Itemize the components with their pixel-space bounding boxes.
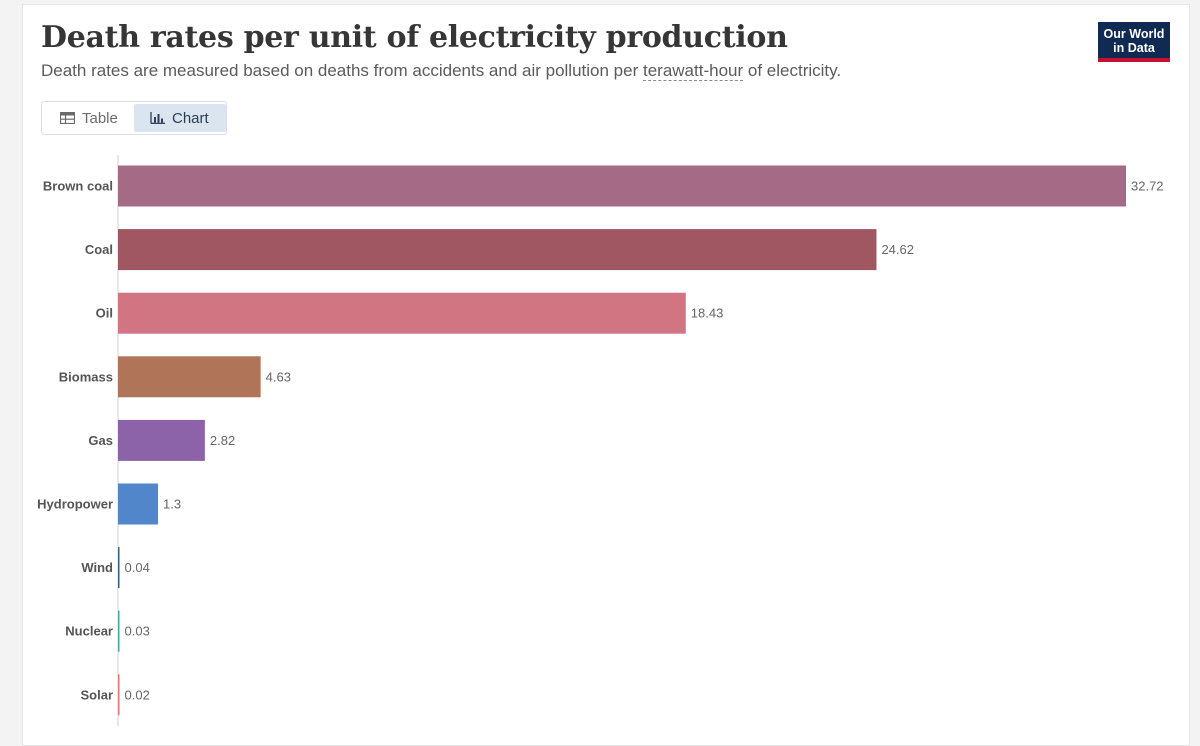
bar-wind[interactable]	[118, 547, 120, 589]
value-label: 32.72	[1131, 179, 1164, 194]
category-label: Nuclear	[65, 624, 113, 639]
chart-subtitle: Death rates are measured based on deaths…	[41, 61, 841, 81]
bar-biomass[interactable]	[118, 356, 261, 398]
value-label: 1.3	[163, 497, 181, 512]
value-label: 0.04	[125, 560, 150, 575]
value-label: 0.03	[125, 624, 150, 639]
bar-brown-coal[interactable]	[118, 165, 1126, 207]
logo-line-2: in Data	[1113, 41, 1155, 55]
bar-gas[interactable]	[118, 419, 205, 461]
tab-chart[interactable]: Chart	[134, 104, 226, 132]
bar-solar[interactable]	[118, 674, 120, 716]
category-label: Hydropower	[37, 497, 113, 512]
subtitle-text-start: Death rates are measured based on deaths…	[41, 61, 639, 80]
bar-coal[interactable]	[118, 229, 877, 271]
bar-hydropower[interactable]	[118, 483, 159, 525]
category-label: Gas	[88, 433, 113, 448]
bar-nuclear[interactable]	[118, 610, 120, 652]
bar-oil[interactable]	[118, 292, 686, 334]
value-label: 18.43	[691, 306, 724, 321]
tab-table[interactable]: Table	[60, 104, 118, 132]
value-label: 0.02	[125, 687, 150, 702]
category-label: Brown coal	[43, 179, 113, 194]
page-title: Death rates per unit of electricity prod…	[41, 20, 788, 55]
category-label: Biomass	[59, 369, 113, 384]
terawatt-hour-definition-link[interactable]: terawatt-hour	[642, 61, 744, 81]
bar-chart-icon	[150, 112, 165, 124]
view-tabs: Table Chart	[41, 101, 227, 135]
value-label: 4.63	[266, 369, 291, 384]
value-label: 2.82	[210, 433, 235, 448]
owid-logo[interactable]: Our World in Data	[1098, 22, 1170, 62]
category-label: Coal	[85, 242, 113, 257]
logo-line-1: Our World	[1103, 27, 1165, 41]
tab-table-label: Table	[82, 109, 118, 127]
table-icon	[60, 112, 75, 124]
subtitle-text-end: of electricity.	[747, 61, 842, 80]
category-label: Oil	[96, 306, 113, 321]
tab-chart-label: Chart	[172, 109, 209, 127]
category-label: Solar	[80, 687, 113, 702]
value-label: 24.62	[881, 242, 914, 257]
category-label: Wind	[81, 560, 113, 575]
bar-chart: Brown coal 32.72 Coal 24.62 Oil 18.43 Biomass 4…	[37, 155, 1164, 726]
